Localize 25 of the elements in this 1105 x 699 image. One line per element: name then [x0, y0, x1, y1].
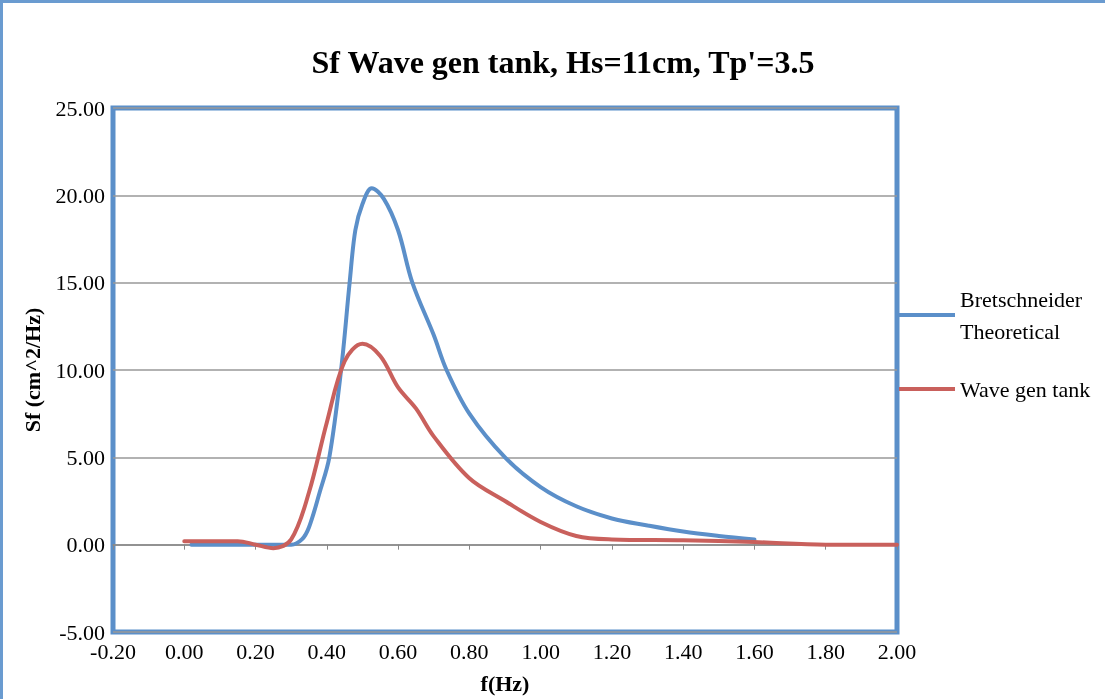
- y-tick-label: 10.00: [55, 357, 105, 383]
- x-tick-label: 0.60: [378, 638, 418, 664]
- x-tick-label: 1.00: [521, 638, 560, 664]
- legend-label: Bretschneider Theoretical: [960, 286, 1088, 344]
- y-tick-label: 5.00: [66, 444, 105, 470]
- y-tick-label: 0.00: [66, 532, 105, 558]
- line-series: [182, 341, 899, 551]
- x-tick-label: 0.20: [236, 638, 275, 664]
- x-tick-label: 0.00: [165, 638, 204, 664]
- x-tick-label: 0.40: [307, 638, 347, 664]
- x-tick-label: 1.60: [735, 638, 774, 664]
- x-tick-label: 1.20: [592, 638, 632, 664]
- y-axis-title: Sf (cm^2/Hz): [19, 307, 45, 433]
- chart-title: Sf Wave gen tank, Hs=11cm, Tp'=3.5: [311, 44, 815, 80]
- x-tick-label: 2.00: [877, 638, 917, 664]
- line-series: [189, 186, 757, 547]
- y-tick-label: 25.00: [55, 95, 105, 121]
- x-tick-label: 0.80: [450, 638, 489, 664]
- x-axis-title: f(Hz): [480, 670, 530, 696]
- x-tick-label: 1.80: [806, 638, 845, 664]
- x-tick-label: 1.40: [663, 638, 703, 664]
- legend-label: Wave gen tank: [960, 376, 1091, 402]
- y-tick-label: -5.00: [59, 619, 105, 645]
- y-tick-label: 20.00: [55, 182, 105, 208]
- y-tick-label: 15.00: [55, 270, 105, 296]
